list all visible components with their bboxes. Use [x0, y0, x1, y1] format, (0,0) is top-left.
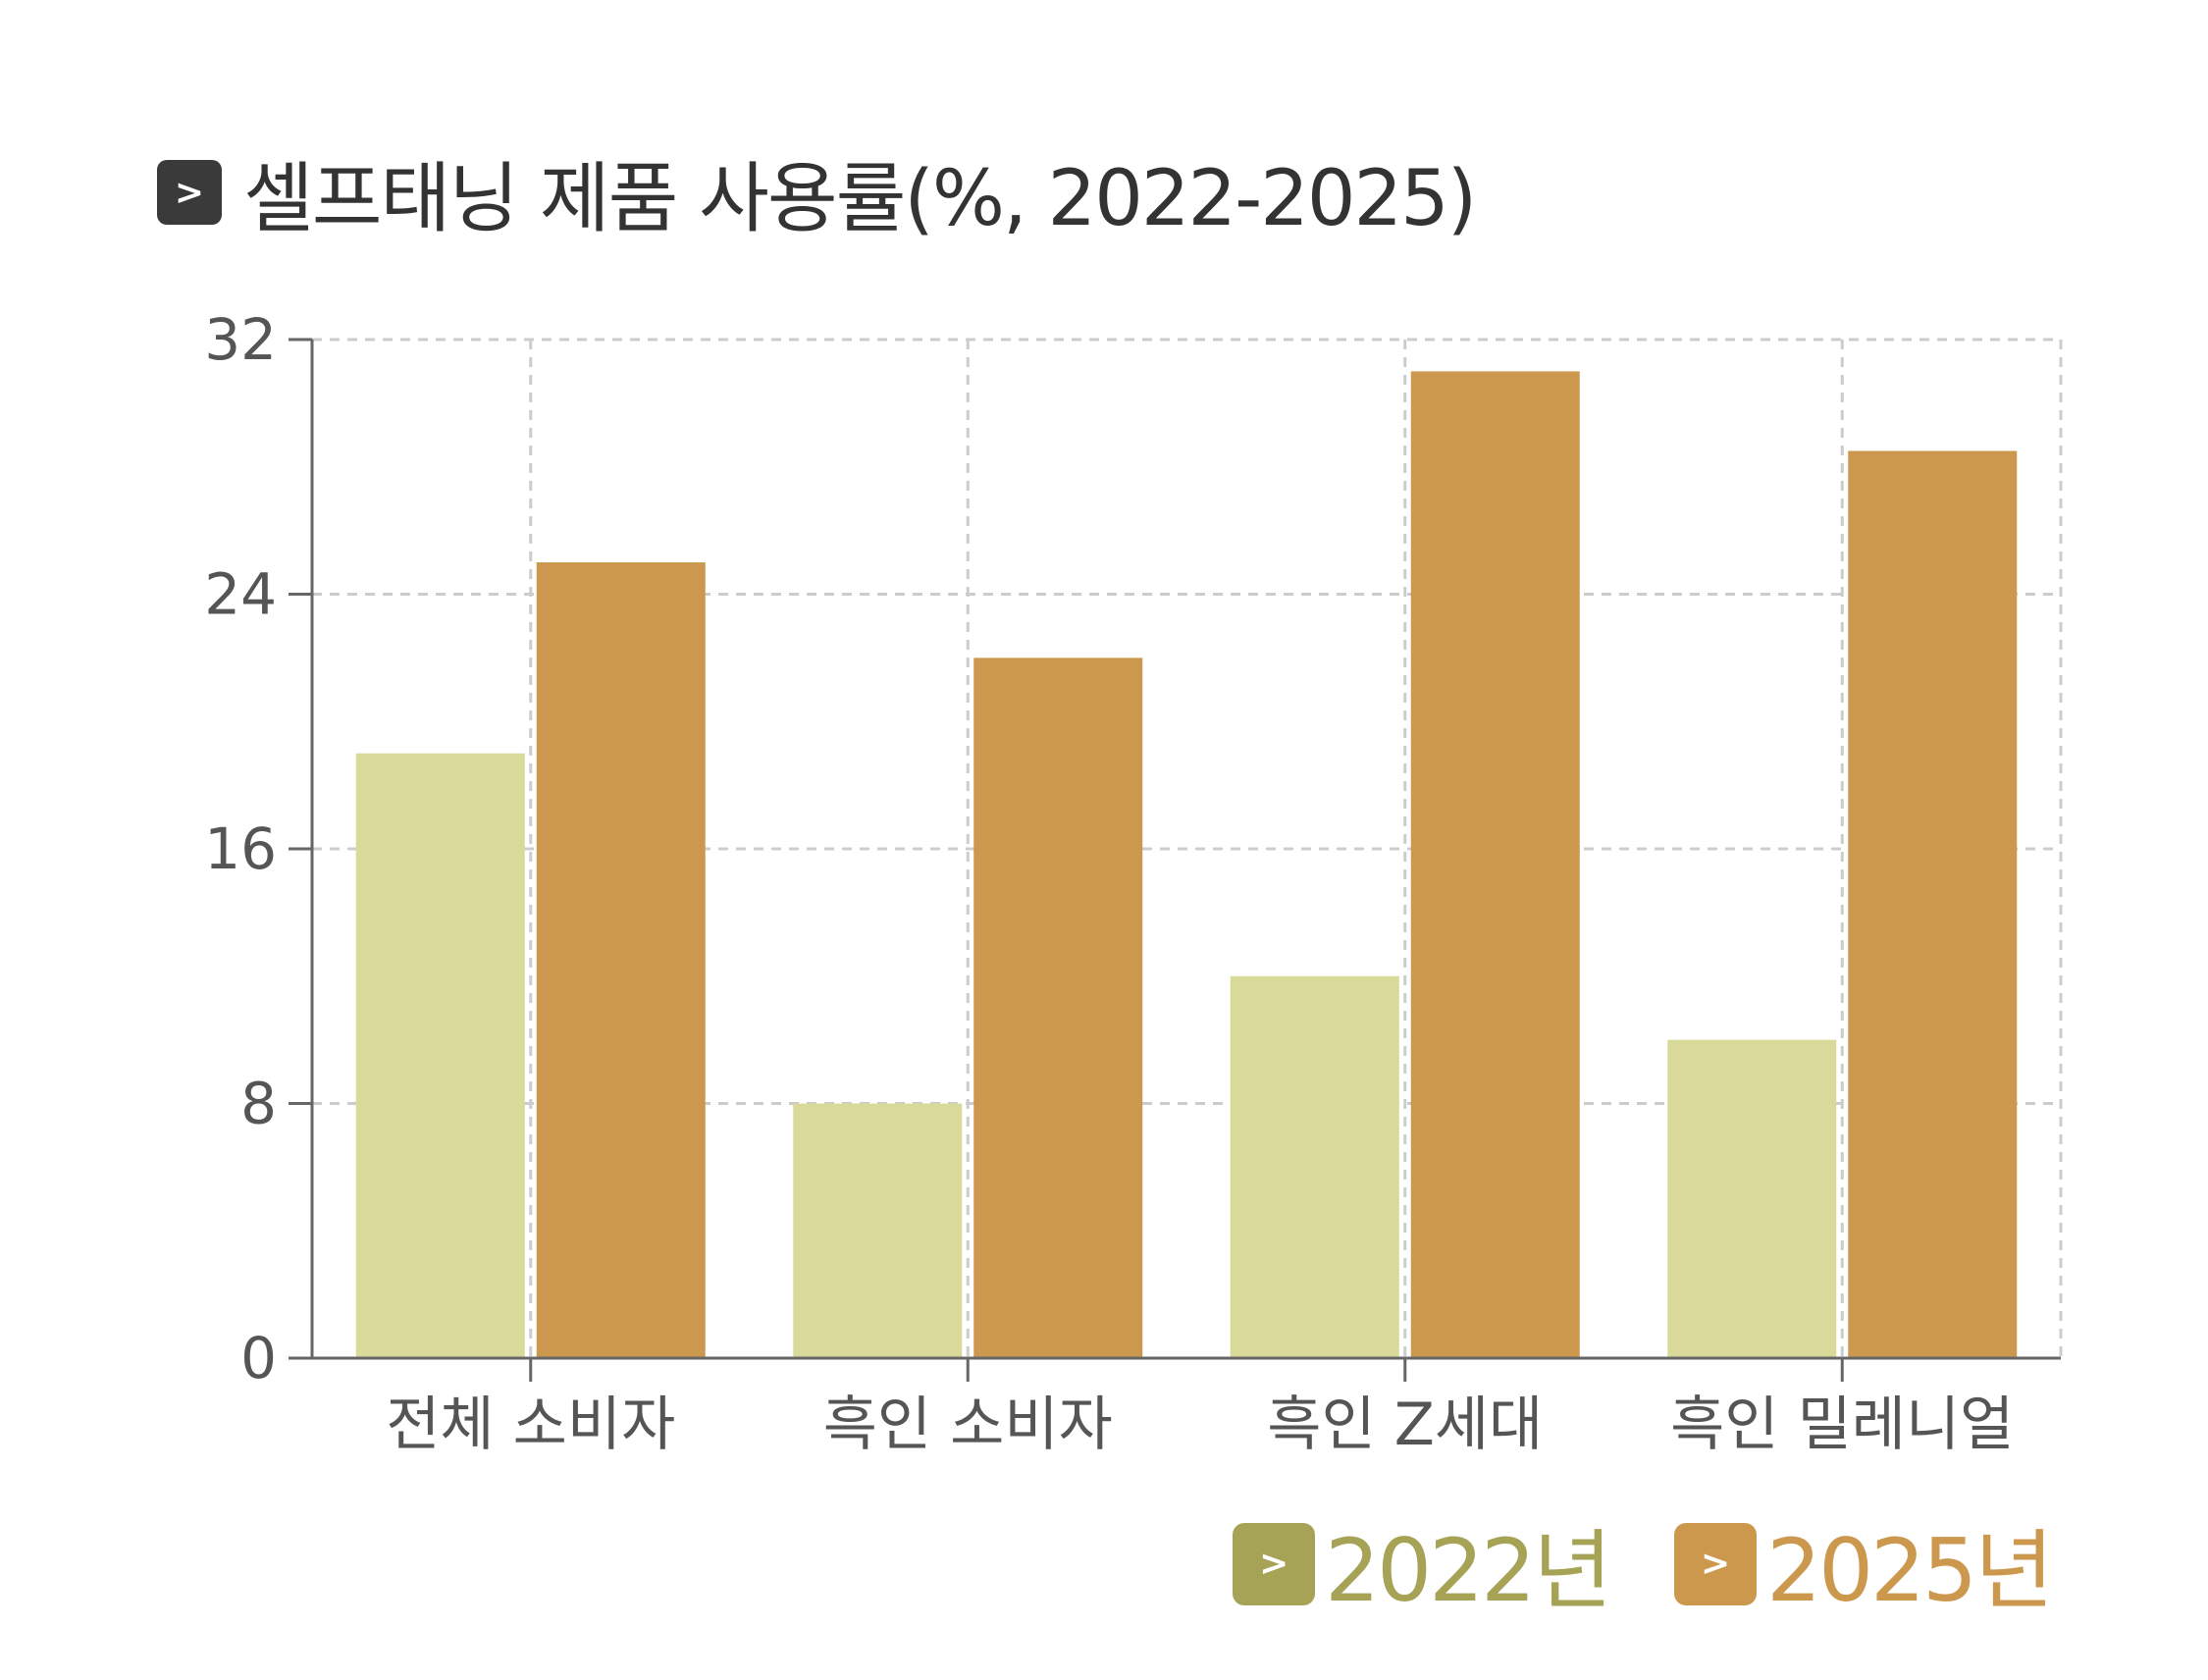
- x-tick-label: 전체 소비자: [386, 1391, 675, 1459]
- chart-title: > 셀프태닝 제품 사용률(%, 2022-2025): [157, 137, 1477, 247]
- legend-label: 2025년: [1766, 1520, 2054, 1621]
- chart-title-text: 셀프태닝 제품 사용률(%, 2022-2025): [243, 155, 1477, 243]
- bar-2022년-흑인 밀레니얼: [1667, 1039, 1837, 1358]
- legend-badge-icon: >: [1233, 1522, 1316, 1605]
- x-tick-label: 흑인 Z세대: [1267, 1391, 1543, 1459]
- x-tick-label: 흑인 밀레니얼: [1670, 1391, 2014, 1459]
- bar-2025년-흑인 소비자: [973, 657, 1143, 1358]
- title-badge-icon: >: [157, 160, 222, 225]
- bar-2022년-전체 소비자: [355, 753, 525, 1358]
- y-tick-label: 0: [240, 1325, 277, 1391]
- bar-2022년-흑인 소비자: [793, 1103, 963, 1358]
- bar-2025년-흑인 밀레니얼: [1848, 450, 2018, 1358]
- bar-2025년-흑인 Z세대: [1410, 371, 1580, 1358]
- y-tick-label: 16: [204, 815, 277, 882]
- legend-item-2025: > 2025년: [1674, 1501, 2054, 1626]
- legend-item-2022: > 2022년: [1233, 1501, 1612, 1626]
- y-tick-label: 32: [204, 306, 277, 373]
- x-tick-label: 흑인 소비자: [823, 1391, 1113, 1459]
- legend-label: 2022년: [1325, 1520, 1612, 1621]
- legend: > 2022년 > 2025년: [1168, 1501, 2054, 1626]
- bar-2025년-전체 소비자: [536, 562, 706, 1358]
- bar-2022년-흑인 Z세대: [1230, 975, 1399, 1358]
- legend-badge-icon: >: [1674, 1522, 1758, 1605]
- y-tick-label: 8: [240, 1071, 277, 1137]
- y-tick-label: 24: [204, 561, 277, 628]
